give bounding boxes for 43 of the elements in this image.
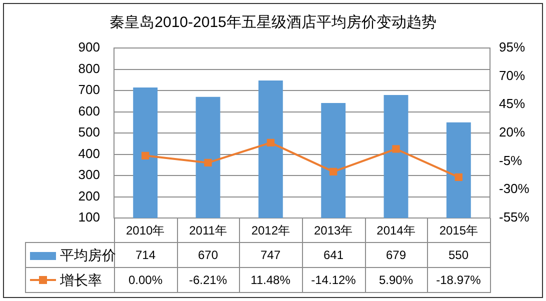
- x-tick-label: 2015年: [439, 224, 478, 238]
- data-label: 679: [365, 242, 428, 268]
- y-tick-label: 900: [78, 40, 100, 55]
- y-tick-label: 300: [78, 167, 100, 182]
- data-label: -6.21%: [177, 267, 240, 293]
- y2-tick-label: -30%: [499, 181, 530, 196]
- y2-tick-label: -55%: [499, 210, 530, 225]
- data-label: 0.00%: [114, 267, 178, 293]
- y-tick-label: 500: [78, 124, 100, 140]
- x-tick-label: 2013年: [314, 224, 353, 238]
- x-tick-label: 2010年: [126, 224, 165, 238]
- legend-label: 增长率: [25, 267, 115, 293]
- chart-title: 秦皇岛2010-2015年五星级酒店平均房价变动趋势: [110, 14, 436, 32]
- y-tick-label: 600: [78, 103, 100, 118]
- data-label: 11.48%: [239, 267, 303, 293]
- point: [266, 138, 274, 146]
- point: [392, 145, 400, 153]
- data-label: -14.12%: [302, 267, 366, 293]
- x-tick-label: 2011年: [189, 224, 227, 238]
- y-tick-label: 400: [78, 146, 100, 161]
- data-label: 670: [177, 242, 240, 268]
- x-tick-label: 2012年: [251, 224, 290, 238]
- data-label: 5.90%: [365, 267, 428, 293]
- y-tick-label: 100: [78, 210, 100, 225]
- y-tick-label: 800: [78, 60, 100, 76]
- point: [454, 173, 462, 181]
- y2-tick-label: 70%: [499, 68, 526, 83]
- y2-tick-label: 95%: [499, 40, 526, 55]
- data-label: 714: [135, 248, 156, 262]
- data-label: -18.97%: [427, 267, 491, 293]
- y2-tick-label: 20%: [499, 124, 526, 140]
- y-tick-label: 200: [78, 188, 100, 204]
- point: [142, 152, 150, 160]
- point: [204, 158, 212, 167]
- data-label: 550: [427, 242, 491, 268]
- y-tick-label: 700: [78, 82, 100, 98]
- y2-tick-label: 45%: [499, 96, 526, 112]
- x-tick-label: 2014年: [376, 224, 416, 238]
- data-label: 641: [302, 242, 366, 268]
- point: [330, 168, 338, 176]
- legend-label: 平均房价: [25, 242, 116, 268]
- y2-tick-label: -5%: [499, 152, 523, 168]
- data-label: 747: [239, 242, 303, 268]
